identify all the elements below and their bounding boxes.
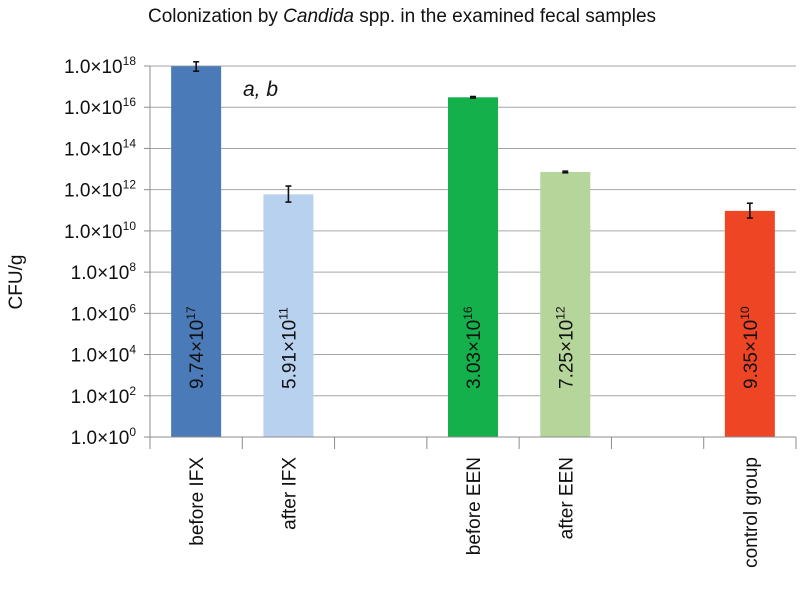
y-tick-exponent: 16: [123, 95, 137, 109]
y-tick-mantissa: 1.0×10: [64, 57, 123, 78]
y-tick-mantissa: 1.0×10: [64, 181, 123, 202]
bar-value-label: 7.25×1012: [553, 306, 577, 389]
bar: [724, 210, 775, 437]
bar-value-exponent: 11: [276, 307, 290, 320]
bar-value-exponent: 17: [184, 306, 198, 320]
bar-value-label: 9.74×1017: [184, 306, 208, 389]
y-tick-exponent: 8: [129, 260, 136, 274]
bar-value-exponent: 16: [461, 306, 475, 320]
chart-title-part: Candida: [283, 6, 354, 27]
y-tick-label: 1.0×1010: [64, 219, 136, 243]
x-category-label: control group: [741, 457, 762, 568]
y-tick-mantissa: 1.0×10: [71, 304, 130, 325]
axes: [149, 66, 797, 449]
x-category-labels: before IFX after IFX before EEN after EEN co…: [187, 457, 762, 568]
y-tick-exponent: 10: [123, 219, 137, 233]
bar: [448, 97, 498, 437]
y-tick-exponent: 0: [129, 425, 136, 439]
bar-value-label: 5.91×1011: [276, 307, 300, 389]
x-category-label: before IFX: [187, 457, 208, 546]
y-tick-label: 1.0×102: [71, 384, 137, 408]
chart-title: Colonization by Candida spp. in the exam…: [148, 6, 656, 27]
bar-value-mantissa: 7.25×10: [556, 320, 577, 389]
chart-title-part: Colonization by: [148, 6, 283, 27]
bar: [540, 171, 591, 437]
y-tick-label: 1.0×108: [71, 260, 137, 284]
x-category-label: before EEN: [464, 457, 485, 555]
y-tick-exponent: 2: [129, 384, 136, 398]
bar-value-exponent: 12: [553, 306, 567, 320]
y-tick-exponent: 6: [129, 301, 136, 315]
y-tick-mantissa: 1.0×10: [71, 263, 130, 284]
bar-value-mantissa: 9.35×10: [741, 320, 762, 389]
y-tick-mantissa: 1.0×10: [71, 387, 130, 408]
y-tick-label: 1.0×1012: [64, 178, 136, 202]
bar: [263, 194, 314, 437]
x-category-label: after IFX: [279, 457, 300, 530]
y-tick-label: 1.0×106: [71, 301, 137, 325]
x-category-label: after EEN: [556, 457, 577, 539]
bar-value-mantissa: 9.74×10: [187, 320, 208, 389]
bar-value-label: 3.03×1016: [461, 306, 485, 389]
y-axis-label: CFU/g: [6, 255, 27, 310]
y-tick-exponent: 18: [123, 54, 137, 68]
bars: 9.74×1017 5.91×1011 3.03×1016 7.25×1012 9.35…: [171, 60, 775, 437]
y-tick-exponent: 12: [123, 178, 137, 192]
y-tick-label: 1.0×104: [71, 343, 137, 367]
y-tick-label: 1.0×1018: [64, 54, 136, 78]
y-tick-exponent: 4: [129, 343, 136, 357]
chart-title-part: spp. in the examined fecal samples: [354, 6, 656, 27]
y-tick-mantissa: 1.0×10: [64, 98, 123, 119]
bar-value-label: 9.35×1010: [738, 306, 762, 389]
y-tick-mantissa: 1.0×10: [64, 139, 123, 160]
y-tick-mantissa: 1.0×10: [71, 428, 130, 449]
bar-value-exponent: 10: [738, 306, 752, 320]
y-tick-labels: 1.0×1001.0×1021.0×1041.0×1061.0×1081.0×1…: [64, 54, 150, 449]
bar-value-mantissa: 5.91×10: [279, 320, 300, 389]
y-tick-mantissa: 1.0×10: [71, 346, 130, 367]
y-tick-label: 1.0×100: [71, 425, 137, 449]
y-tick-exponent: 14: [123, 136, 137, 150]
y-tick-label: 1.0×1014: [64, 136, 136, 160]
bar-value-mantissa: 3.03×10: [464, 320, 485, 389]
bar: [171, 66, 222, 437]
y-tick-label: 1.0×1016: [64, 95, 136, 119]
significance-annotation: a, b: [243, 78, 278, 101]
y-tick-mantissa: 1.0×10: [64, 222, 123, 243]
